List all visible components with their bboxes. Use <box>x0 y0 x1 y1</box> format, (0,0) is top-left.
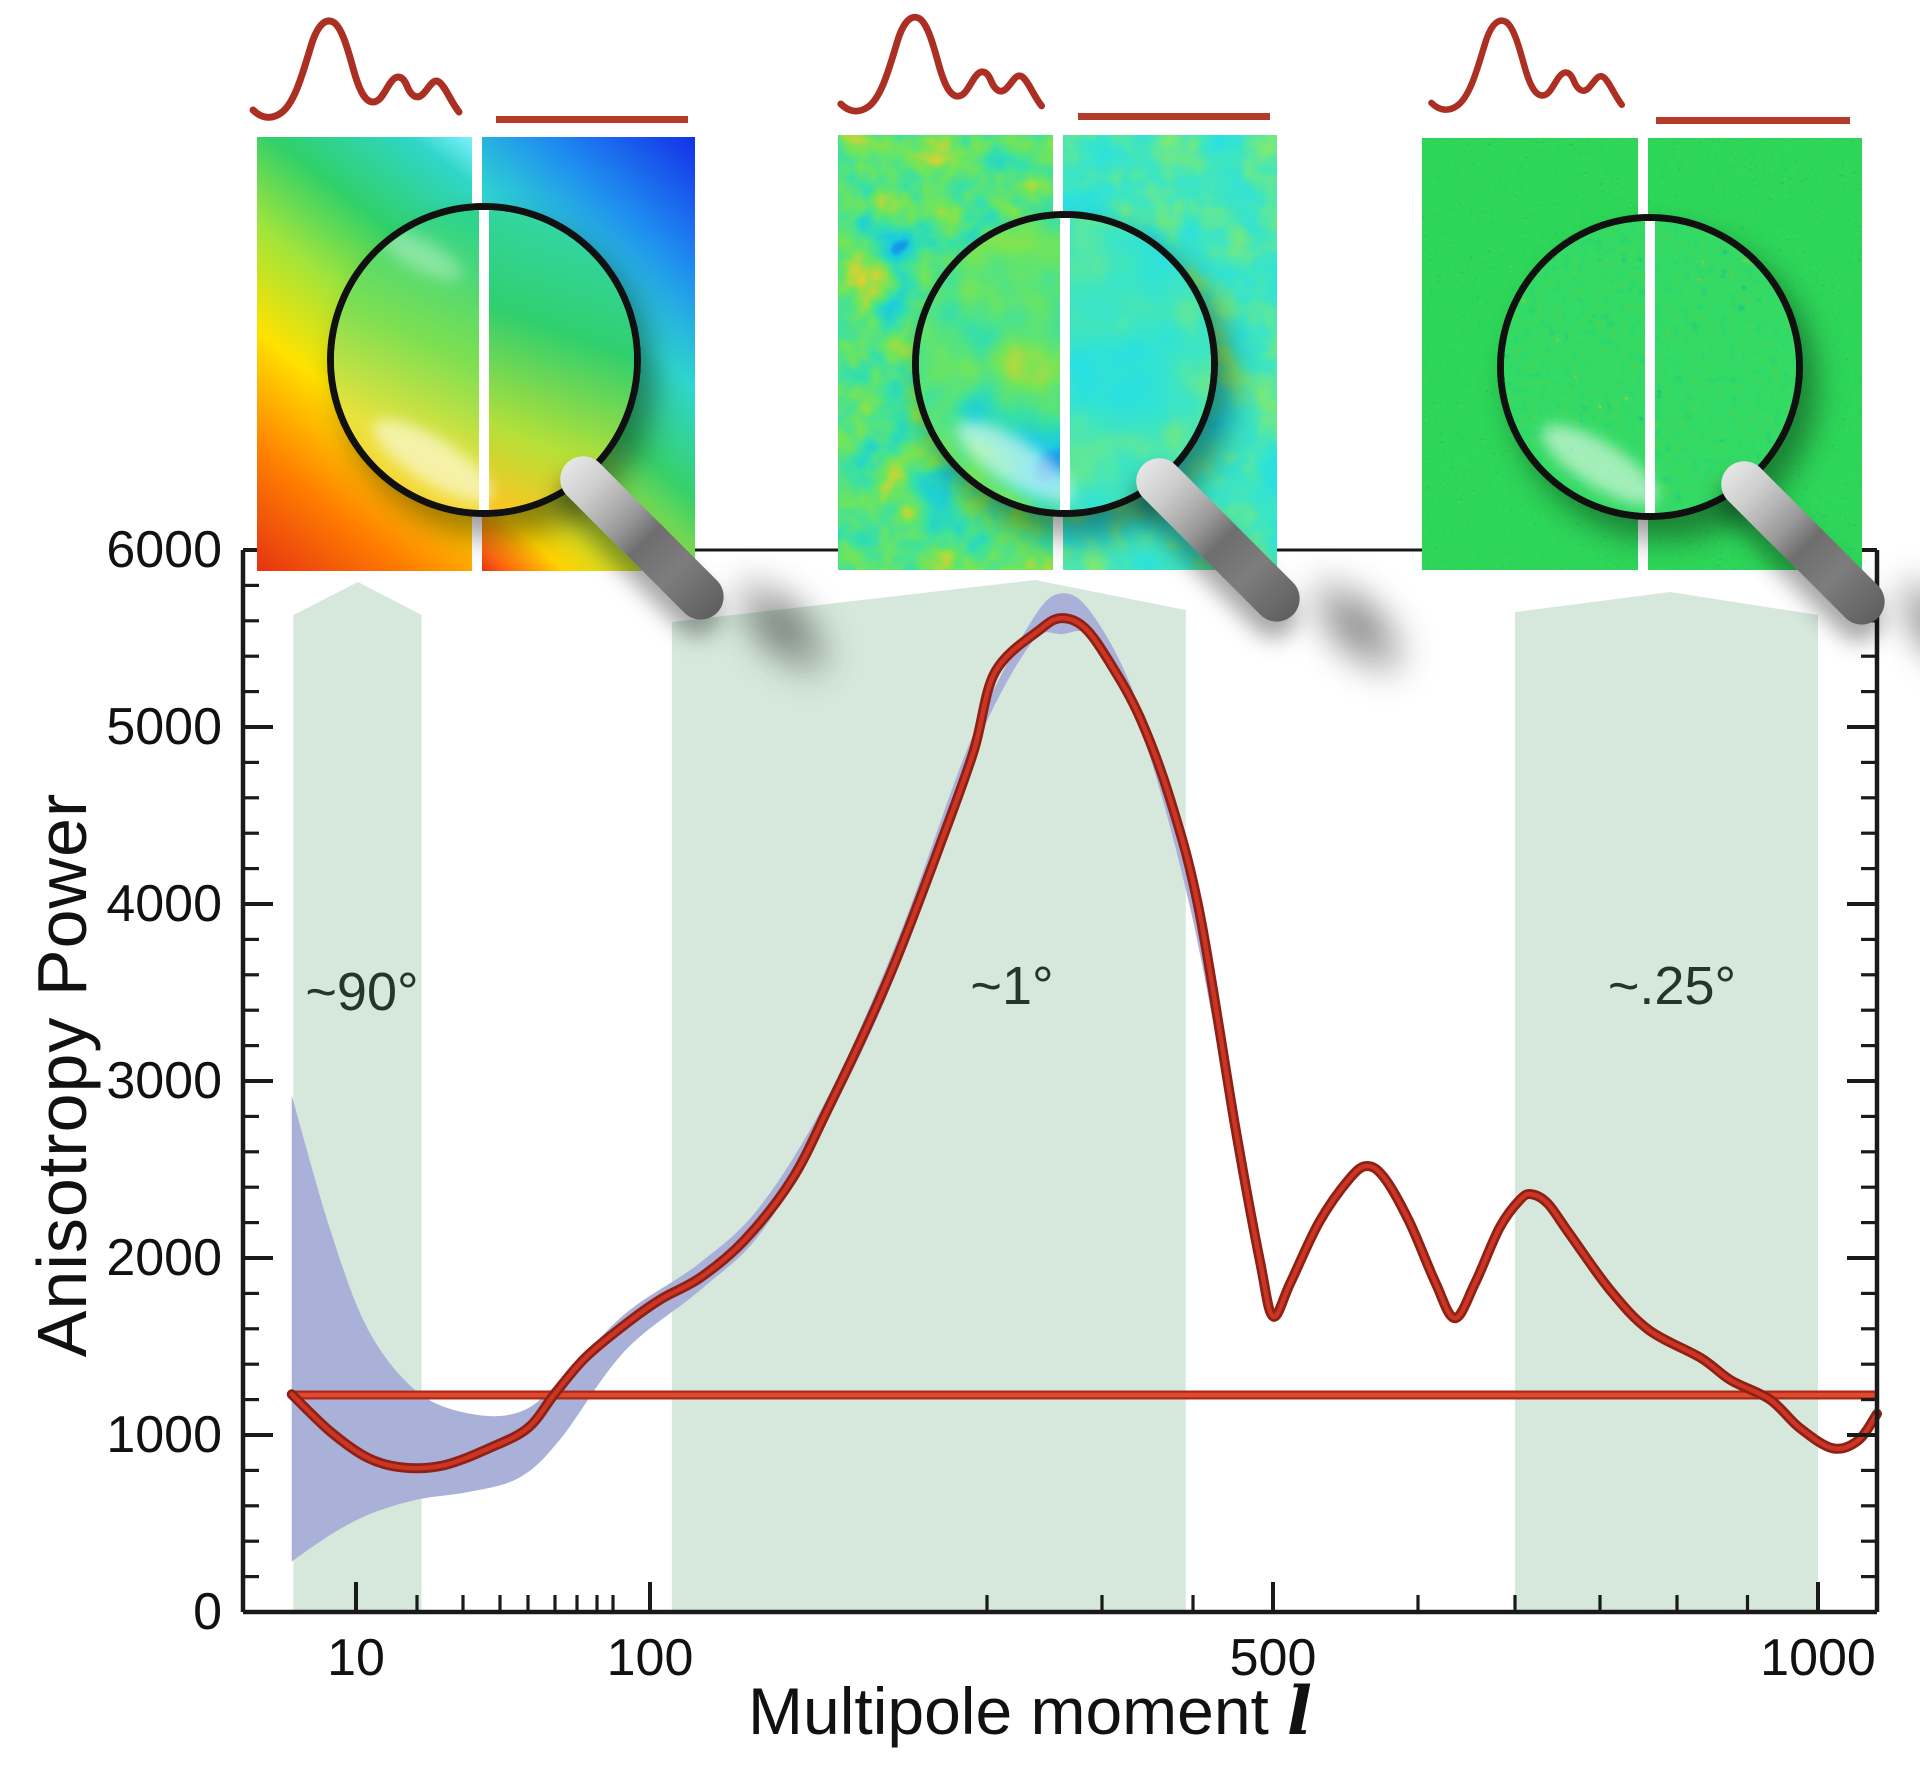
y-tick-label: 3000 <box>106 1052 222 1110</box>
x-axis-title-text: Multipole moment <box>748 1674 1269 1748</box>
lens-data-view <box>1070 218 1211 510</box>
power-spectrum-thumbnail-2 <box>837 13 1046 115</box>
y-tick-label: 0 <box>193 1583 222 1641</box>
x-tick-label: 100 <box>606 1629 694 1687</box>
lens-divider <box>479 210 489 510</box>
flat-spectrum-thumbnail-3 <box>1656 117 1850 124</box>
x-axis-title-symbol: l <box>1286 1672 1312 1750</box>
inset-map-degree-scales <box>838 135 1475 744</box>
lens-divider <box>1645 221 1655 513</box>
power-spectrum-thumbnail-3 <box>1428 17 1626 113</box>
x-tick-label: 1000 <box>1760 1629 1876 1687</box>
angular-scale-band <box>671 580 1186 1612</box>
lens-data-view <box>1655 221 1796 513</box>
y-tick-label: 2000 <box>106 1229 222 1287</box>
y-tick-label: 1000 <box>106 1406 222 1464</box>
x-tick-label: 10 <box>327 1629 385 1687</box>
lens-divider <box>1060 218 1070 510</box>
model-curve <box>289 615 1880 1471</box>
flat-spectrum-thumbnail-2 <box>1078 113 1270 120</box>
scale-label-1deg: ~1° <box>970 956 1054 1016</box>
x-axis-title: Multipole moment l <box>748 1672 1312 1750</box>
y-tick-label: 5000 <box>106 698 222 756</box>
scale-label-quarterdeg: ~.25° <box>1607 956 1737 1016</box>
y-tick-label: 6000 <box>106 521 222 579</box>
x-tick-label: 500 <box>1229 1629 1317 1687</box>
magnifier-lens <box>1497 214 1803 520</box>
lens-data-view <box>489 210 634 510</box>
inset-map-largest-scales <box>257 137 899 744</box>
y-tick-label: 4000 <box>106 875 222 933</box>
magnifier-lens <box>912 211 1218 517</box>
scale-label-90deg: ~90° <box>305 962 419 1022</box>
flat-spectrum-thumbnail-1 <box>496 116 688 123</box>
magnifier-lens <box>327 203 641 517</box>
inset-map-smallest-scales <box>1422 138 1920 745</box>
angular-scale-band <box>1515 592 1818 1612</box>
power-spectrum-thumbnail-1 <box>249 17 463 121</box>
